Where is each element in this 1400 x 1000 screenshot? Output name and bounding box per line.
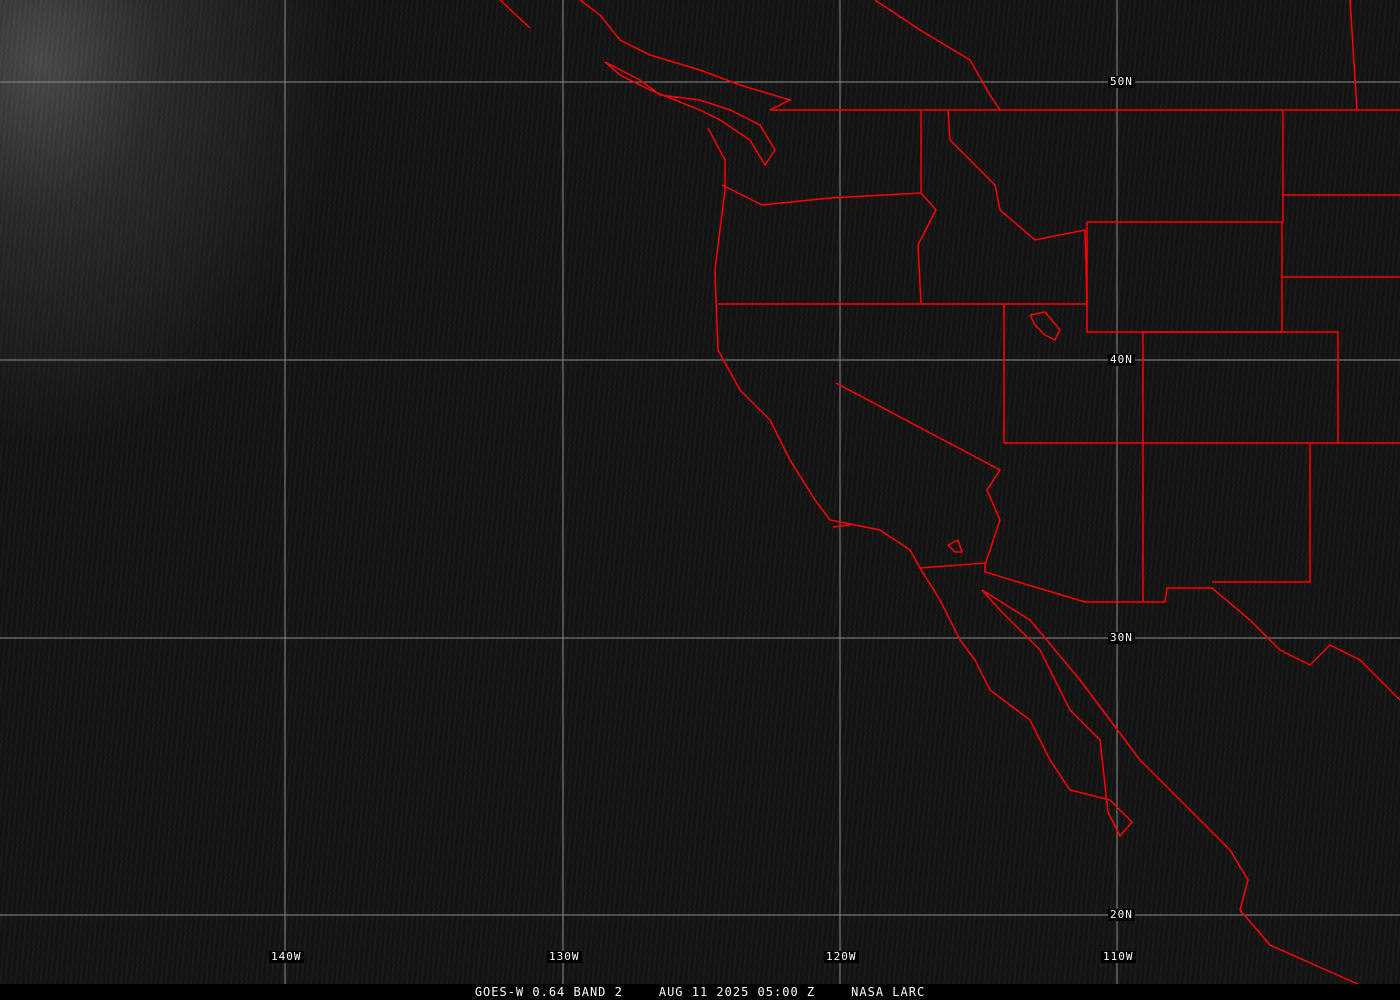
us-mexico-border bbox=[919, 562, 1400, 701]
lat-label-30n: 30N bbox=[1108, 631, 1135, 644]
west-coast bbox=[707, 127, 1361, 986]
lon-label-140w: 140W bbox=[269, 950, 304, 963]
product-label: GOES-W 0.64 BAND 2 bbox=[474, 985, 623, 999]
lat-label-50n: 50N bbox=[1108, 75, 1135, 88]
bc-alberta-border bbox=[874, 0, 1001, 111]
wyoming-border bbox=[1086, 221, 1283, 333]
pacific-coastline bbox=[499, 0, 531, 29]
datetime-label: AUG 11 2025 05:00 Z bbox=[658, 985, 816, 999]
lon-label-120w: 120W bbox=[824, 950, 859, 963]
lon-label-110w: 110W bbox=[1101, 950, 1136, 963]
colorado-border bbox=[1143, 331, 1339, 443]
great-salt-lake bbox=[1029, 311, 1061, 342]
wa-or-border bbox=[721, 184, 922, 206]
lat-label-20n: 20N bbox=[1108, 908, 1135, 921]
lat-label-40n: 40N bbox=[1108, 353, 1135, 366]
political-borders bbox=[499, 0, 1400, 986]
channel-islands bbox=[832, 524, 851, 528]
idaho-montana-border bbox=[947, 109, 1088, 305]
ca-nv-border bbox=[835, 382, 1002, 566]
bc-coast bbox=[579, 0, 793, 111]
image-caption: GOES-W 0.64 BAND 2 AUG 11 2025 05:00 Z NAS… bbox=[0, 984, 1400, 1000]
lon-label-130w: 130W bbox=[547, 950, 582, 963]
source-label: NASA LARC bbox=[851, 985, 926, 999]
idaho-west-border bbox=[917, 110, 937, 305]
alberta-saskatchewan-border bbox=[1349, 0, 1358, 111]
new-mexico-east-border bbox=[1212, 443, 1311, 583]
vancouver-island-coast bbox=[604, 61, 776, 167]
salton-sea bbox=[947, 538, 964, 553]
